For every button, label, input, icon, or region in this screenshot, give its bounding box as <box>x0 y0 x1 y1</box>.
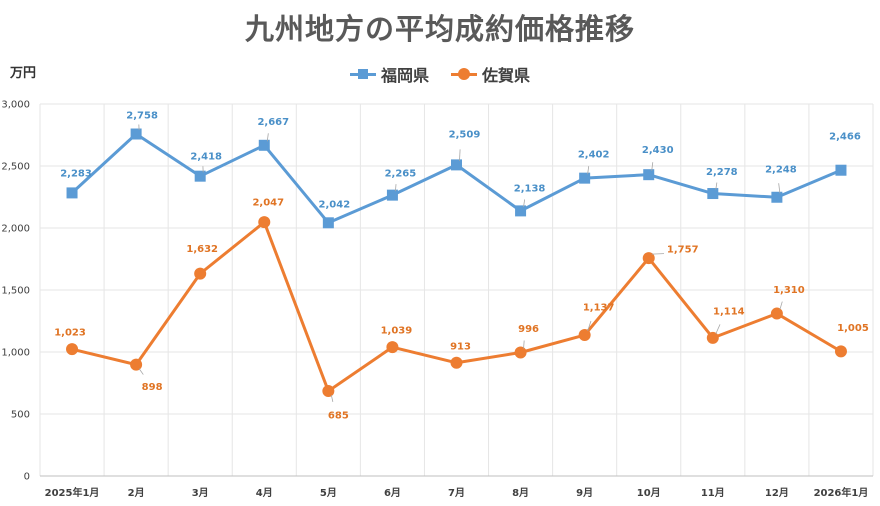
data-label: 2,138 <box>514 183 546 194</box>
data-point-marker <box>258 216 271 229</box>
data-label: 996 <box>518 324 539 335</box>
data-label: 913 <box>450 341 471 352</box>
data-label: 2,466 <box>829 132 861 143</box>
data-label-leader-line <box>715 324 721 335</box>
data-point-marker <box>66 187 78 199</box>
data-point-marker <box>130 358 143 371</box>
data-label: 2,265 <box>385 169 417 180</box>
x-tick-label: 2月 <box>128 487 145 499</box>
legend-square-marker-icon <box>349 67 376 81</box>
data-point-marker <box>451 159 462 171</box>
y-tick-label: 2,500 <box>1 162 30 173</box>
y-tick-label: 1,500 <box>1 286 30 297</box>
y-tick-label: 1,000 <box>1 348 30 359</box>
data-label: 898 <box>142 382 163 393</box>
data-point-marker <box>706 331 719 344</box>
data-point-marker <box>450 356 463 369</box>
y-tick-label: 2,000 <box>1 224 30 235</box>
y-axis-unit-label: 万円 <box>10 66 37 81</box>
data-point-marker <box>707 188 719 200</box>
x-tick-label: 2025年1月 <box>45 486 100 499</box>
data-label: 2,509 <box>449 129 481 140</box>
data-label-leader-line <box>459 149 461 161</box>
legend-label-fukuoka: 福岡県 <box>380 66 429 85</box>
data-label: 2,418 <box>190 152 222 163</box>
x-tick-label: 4月 <box>256 487 273 499</box>
data-label: 2,667 <box>257 117 289 128</box>
data-label: 2,283 <box>60 168 92 179</box>
y-tick-label: 3,000 <box>1 100 30 111</box>
data-point-marker <box>66 343 79 356</box>
legend-circle-marker-icon <box>451 67 477 81</box>
data-point-marker <box>194 267 207 280</box>
data-point-marker <box>643 169 655 181</box>
legend-label-saga: 佐賀県 <box>482 66 531 85</box>
x-tick-label: 12月 <box>765 487 789 499</box>
x-tick-label: 3月 <box>192 487 209 499</box>
data-label: 2,402 <box>578 150 610 161</box>
data-label-leader-line <box>138 368 144 375</box>
data-label: 2,248 <box>765 165 797 176</box>
data-point-marker <box>771 191 783 203</box>
data-point-marker <box>835 164 847 176</box>
data-label: 2,758 <box>126 111 158 122</box>
data-point-marker <box>514 346 527 359</box>
series-line <box>71 132 842 225</box>
data-point-marker <box>386 341 399 354</box>
data-label: 2,430 <box>642 145 674 156</box>
data-point-marker <box>834 345 847 358</box>
data-label: 2,047 <box>252 198 284 209</box>
data-point-marker <box>258 139 270 151</box>
x-tick-label: 11月 <box>701 487 725 499</box>
data-label-leader-line <box>587 320 592 332</box>
data-point-marker <box>515 205 527 217</box>
data-label: 1,632 <box>186 244 218 255</box>
data-point-marker <box>579 172 591 184</box>
data-label: 2,042 <box>319 199 351 210</box>
data-label: 685 <box>328 411 349 422</box>
data-point-marker <box>386 189 398 201</box>
data-point-marker <box>130 128 142 140</box>
legend-item-saga: 佐賀県 <box>451 62 530 86</box>
data-label: 1,757 <box>667 245 699 256</box>
data-label: 2,278 <box>706 167 738 178</box>
data-label: 1,114 <box>713 306 745 317</box>
chart-title: 九州地方の平均成約価格推移 <box>244 12 635 46</box>
data-label-leader-line <box>779 301 783 310</box>
data-label-leader-line <box>715 182 718 190</box>
data-label: 1,023 <box>54 328 86 339</box>
data-label-leader-line <box>523 199 526 207</box>
data-point-marker <box>322 385 335 398</box>
data-point-marker <box>770 307 783 320</box>
data-label: 1,137 <box>583 303 615 314</box>
x-tick-label: 2026年1月 <box>814 486 869 499</box>
data-label: 1,005 <box>837 323 869 334</box>
data-point-marker <box>194 170 206 182</box>
data-label-leader-line <box>330 394 334 402</box>
data-label-leader-line <box>778 183 781 194</box>
x-tick-label: 7月 <box>448 487 465 499</box>
x-tick-label: 9月 <box>576 487 593 499</box>
data-label-leader-line <box>523 340 525 349</box>
data-point-marker <box>642 252 655 265</box>
data-label-leader-line <box>651 253 665 255</box>
data-label: 1,310 <box>773 285 805 296</box>
chart-legend: 福岡県 佐賀県 <box>0 62 880 86</box>
data-label-leader-line <box>651 162 654 171</box>
y-tick-label: 0 <box>24 472 30 483</box>
data-label-leader-line <box>395 184 397 192</box>
x-tick-label: 5月 <box>320 487 337 499</box>
data-point-marker <box>322 217 334 229</box>
x-tick-label: 10月 <box>637 487 661 499</box>
data-label: 1,039 <box>381 326 413 337</box>
x-tick-label: 8月 <box>512 487 529 499</box>
data-point-marker <box>578 329 591 342</box>
data-label-leader-line <box>587 166 590 175</box>
x-tick-label: 6月 <box>384 487 401 499</box>
legend-item-fukuoka: 福岡県 <box>349 62 429 86</box>
y-tick-label: 500 <box>11 410 30 421</box>
data-label-leader-line <box>266 133 269 142</box>
